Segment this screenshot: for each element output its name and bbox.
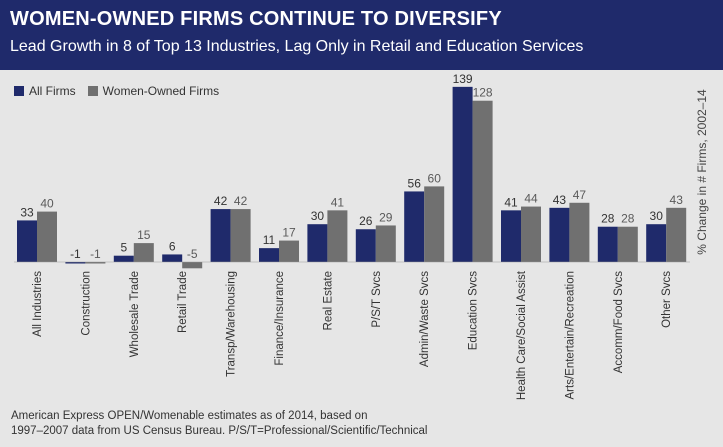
bar-women-owned-7 <box>375 225 396 262</box>
bar-women-owned-9 <box>472 100 493 262</box>
x-tick-label-0: All Industries <box>32 271 44 337</box>
bar-women-owned-2 <box>133 243 154 262</box>
x-tick-label-13: Other Svcs <box>661 271 673 328</box>
data-label-women-owned-13: 43 <box>670 193 684 207</box>
legend-label-all-firms: All Firms <box>29 84 76 98</box>
x-tick-label-3: Retail Trade <box>177 271 189 333</box>
x-tick-label-9: Education Svcs <box>468 271 480 351</box>
data-label-all-firms-8: 56 <box>408 176 422 190</box>
bar-women-owned-6 <box>327 210 348 262</box>
data-label-all-firms-11: 43 <box>553 193 567 207</box>
data-label-all-firms-10: 41 <box>504 195 518 209</box>
bar-all-firms-13 <box>646 224 667 262</box>
chart-subtitle: Lead Growth in 8 of Top 13 Industries, L… <box>10 38 584 55</box>
data-label-women-owned-11: 47 <box>573 188 587 202</box>
data-label-women-owned-4: 42 <box>234 194 248 208</box>
data-label-women-owned-5: 17 <box>282 226 296 240</box>
bar-all-firms-4 <box>210 209 231 262</box>
data-label-all-firms-4: 42 <box>214 194 228 208</box>
legend-swatch-all-firms <box>14 86 24 96</box>
bar-women-owned-0 <box>37 211 57 262</box>
x-tick-label-12: Accomm/Food Svcs <box>613 271 625 373</box>
bar-all-firms-10 <box>501 210 521 262</box>
x-tick-label-11: Arts/Entertain/Recreation <box>564 271 576 399</box>
data-label-all-firms-13: 30 <box>650 209 664 223</box>
x-tick-label-8: Admin/Waste Svcs <box>419 271 431 367</box>
data-label-women-owned-9: 128 <box>473 86 493 100</box>
chart-legend: All Firms Women-Owned Firms <box>14 84 231 98</box>
data-label-all-firms-5: 11 <box>263 233 276 247</box>
bar-all-firms-0 <box>17 220 37 262</box>
chart-header: WOMEN-OWNED FIRMS CONTINUE TO DIVERSIFY … <box>0 0 723 70</box>
x-tick-label-6: Real Estate <box>322 271 334 330</box>
x-tick-label-5: Finance/Insurance <box>274 271 286 366</box>
bar-all-firms-1 <box>65 262 86 264</box>
legend-swatch-women-owned <box>87 86 98 96</box>
chart-title: WOMEN-OWNED FIRMS CONTINUE TO DIVERSIFY <box>10 8 502 30</box>
bar-women-owned-8 <box>424 186 445 262</box>
bar-all-firms-11 <box>549 207 570 262</box>
x-tick-label-1: Construction <box>80 271 92 336</box>
x-tick-label-4: Transp/Warehousing <box>226 271 238 377</box>
bar-women-owned-13 <box>666 207 687 262</box>
footnote-line-1: American Express OPEN/Womenable estimate… <box>11 410 368 422</box>
data-label-all-firms-6: 30 <box>311 209 325 223</box>
bar-all-firms-2 <box>113 255 134 262</box>
data-label-women-owned-6: 41 <box>331 195 345 209</box>
bar-all-firms-12 <box>597 226 618 262</box>
bar-all-firms-5 <box>259 248 279 262</box>
legend-item-women-owned: Women-Owned Firms <box>87 84 220 98</box>
bar-all-firms-8 <box>404 191 425 262</box>
data-label-all-firms-3: 6 <box>169 239 176 253</box>
data-label-all-firms-7: 26 <box>359 214 373 228</box>
bar-women-owned-10 <box>521 206 541 262</box>
data-label-women-owned-12: 28 <box>621 212 635 226</box>
legend-label-women-owned: Women-Owned Firms <box>102 84 220 98</box>
bar-all-firms-9 <box>452 86 473 262</box>
data-label-women-owned-3: -5 <box>187 247 198 261</box>
bar-women-owned-1 <box>85 262 106 264</box>
bar-women-owned-12 <box>617 226 638 262</box>
data-label-women-owned-10: 44 <box>524 192 538 206</box>
data-label-all-firms-0: 33 <box>20 205 34 219</box>
bar-women-owned-11 <box>569 202 590 262</box>
data-label-all-firms-9: 139 <box>453 72 473 86</box>
bar-all-firms-6 <box>307 224 328 262</box>
bar-women-owned-3 <box>182 262 203 269</box>
legend-item-all-firms: All Firms <box>14 84 76 98</box>
data-label-women-owned-8: 60 <box>428 171 442 185</box>
bar-all-firms-3 <box>162 254 183 262</box>
data-label-all-firms-2: 5 <box>120 241 127 255</box>
x-tick-label-7: P/S/T Svcs <box>371 271 383 328</box>
x-tick-label-2: Wholesale Trade <box>129 271 141 357</box>
footnote-line-2: 1997–2007 data from US Census Bureau. P/… <box>11 425 428 437</box>
bar-all-firms-7 <box>355 229 376 262</box>
data-label-all-firms-1: -1 <box>70 247 81 261</box>
data-label-women-owned-0: 40 <box>40 197 54 211</box>
bar-women-owned-5 <box>279 240 299 262</box>
footnote: American Express OPEN/Womenable estimate… <box>11 409 427 439</box>
data-label-women-owned-7: 29 <box>379 210 393 224</box>
bar-women-owned-4 <box>230 209 251 262</box>
x-tick-label-10: Health Care/Social Assist <box>516 270 528 400</box>
data-label-all-firms-12: 28 <box>601 212 615 226</box>
data-label-women-owned-1: -1 <box>90 247 101 261</box>
data-label-women-owned-2: 15 <box>137 228 151 242</box>
